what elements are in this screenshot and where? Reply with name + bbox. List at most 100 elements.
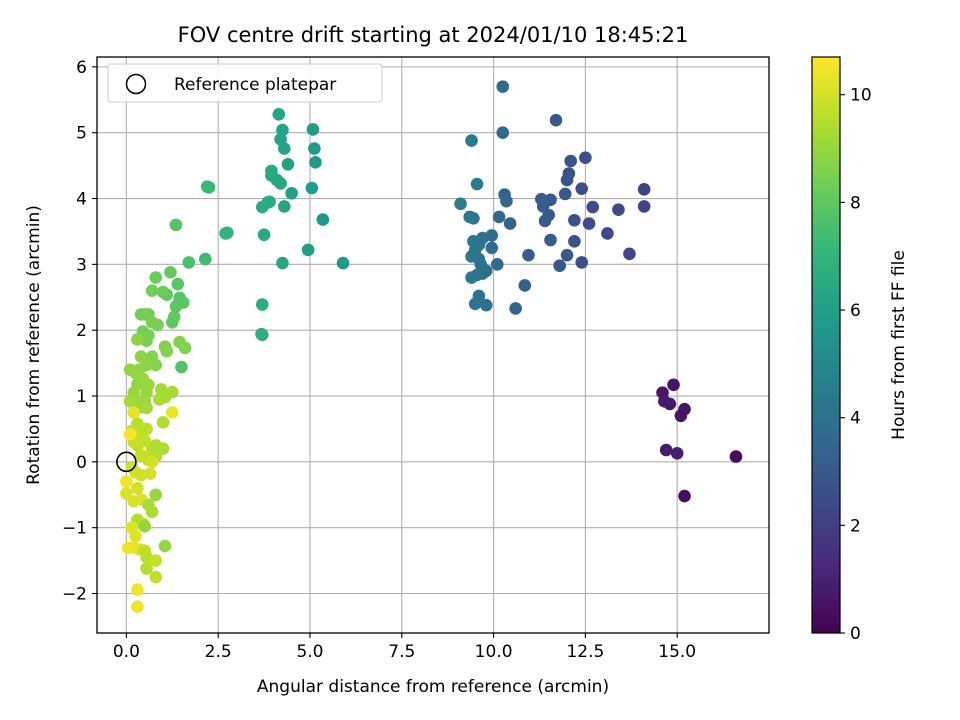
scatter-point <box>219 227 232 240</box>
scatter-point <box>164 265 177 279</box>
legend-marker-open-circle <box>125 73 147 95</box>
scatter-point <box>255 200 269 214</box>
scatter-point <box>165 406 179 419</box>
scatter-point <box>612 203 625 217</box>
reference-marker <box>116 451 137 473</box>
scatter-point <box>176 296 190 309</box>
scatter-point <box>160 344 174 358</box>
scatter-point <box>637 200 651 213</box>
scatter-point <box>120 475 133 488</box>
scatter-point <box>316 213 330 226</box>
scatter-point <box>134 308 148 321</box>
colorbar-tick-label: 10 <box>850 86 872 106</box>
scatter-point <box>149 554 163 567</box>
colorbar-ticks: 0 2 4 6 8 10 <box>840 86 872 644</box>
scatter-point <box>623 247 636 261</box>
x-axis-label: Angular distance from reference (arcmin) <box>257 677 609 697</box>
scatter-point <box>140 562 153 575</box>
scatter-point <box>509 302 522 315</box>
x-tick-label: 5.0 <box>296 642 323 662</box>
scatter-point <box>121 541 135 555</box>
scatter-point <box>498 188 511 201</box>
x-tick-label: 12.5 <box>566 642 604 662</box>
scatter-point <box>575 256 589 269</box>
scatter-point <box>496 126 510 140</box>
scatter-point <box>131 600 144 613</box>
scatter-point <box>123 427 137 441</box>
scatter-point <box>153 393 166 406</box>
scatter-point <box>274 132 287 146</box>
y-axis-ticks: −2 −1 0 1 2 3 4 5 6 <box>62 58 97 605</box>
scatter-point <box>156 285 170 299</box>
y-tick-label: −2 <box>62 585 87 605</box>
legend-entry-reference-platepar: Reference platepar <box>174 75 336 95</box>
scatter-point <box>305 181 319 195</box>
scatter-point <box>120 487 133 500</box>
scatter-point <box>467 235 480 248</box>
scatter-point <box>123 363 137 376</box>
scatter-point <box>281 158 295 171</box>
scatter-point <box>560 248 574 262</box>
scatter-point <box>129 529 142 543</box>
scatter-point <box>123 394 137 408</box>
scatter-point <box>200 180 214 193</box>
scatter-point <box>306 123 320 136</box>
scatter-point <box>151 318 164 332</box>
colorbar-tick-label: 8 <box>850 193 861 213</box>
x-tick-label: 2.5 <box>205 642 232 662</box>
x-tick-label: 0.0 <box>113 642 140 662</box>
scatter-point <box>560 173 574 187</box>
scatter-point <box>637 183 651 196</box>
scatter-point <box>149 488 163 502</box>
scatter-point <box>575 182 589 195</box>
scatter-point <box>564 154 578 168</box>
scatter-point <box>601 227 614 240</box>
scatter-point <box>134 350 148 363</box>
plot-frame <box>96 56 770 634</box>
scatter-point <box>522 248 535 262</box>
legend: Reference platepar <box>107 63 383 103</box>
colorbar: 0 2 4 6 8 10 Hours from first FF file <box>811 56 909 644</box>
data-points <box>120 80 743 613</box>
scatter-point <box>301 243 315 257</box>
y-tick-label: 0 <box>76 453 87 473</box>
scatter-point <box>277 200 291 213</box>
y-tick-label: −1 <box>62 519 87 539</box>
scatter-point <box>134 448 148 462</box>
scatter-point <box>149 358 163 372</box>
scatter-point <box>149 570 163 584</box>
scatter-point <box>678 489 691 503</box>
y-axis-label: Rotation from reference (arcmin) <box>24 205 44 485</box>
x-tick-label: 10.0 <box>475 642 513 662</box>
scatter-point <box>503 217 517 230</box>
scatter-point <box>492 210 506 224</box>
scatter-point <box>257 228 271 242</box>
scatter-point <box>558 187 572 201</box>
x-tick-label: 7.5 <box>388 642 415 662</box>
scatter-point <box>131 333 144 346</box>
scatter-point <box>465 271 478 284</box>
scatter-point <box>568 235 581 248</box>
colorbar-tick-label: 4 <box>850 409 861 429</box>
scatter-point <box>140 334 153 348</box>
scatter-point <box>538 214 552 228</box>
scatter-point <box>182 256 196 269</box>
scatter-point <box>658 394 671 408</box>
y-tick-label: 5 <box>76 124 87 144</box>
scatter-point <box>485 241 499 255</box>
scatter-point <box>149 271 163 284</box>
scatter-point <box>145 284 159 297</box>
scatter-point <box>496 80 510 93</box>
scatter-point <box>169 218 183 232</box>
scatter-point <box>568 213 581 227</box>
scatter-point <box>127 406 141 419</box>
scatter-point <box>265 164 278 178</box>
scatter-point <box>138 520 152 533</box>
scatter-point <box>158 539 172 553</box>
x-tick-label: 15.0 <box>658 642 696 662</box>
chart-title: FOV centre drift starting at 2024/01/10 … <box>178 23 689 47</box>
scatter-point <box>579 151 592 165</box>
scatter-point <box>336 256 350 270</box>
scatter-point <box>140 401 153 415</box>
y-tick-label: 2 <box>76 321 87 341</box>
